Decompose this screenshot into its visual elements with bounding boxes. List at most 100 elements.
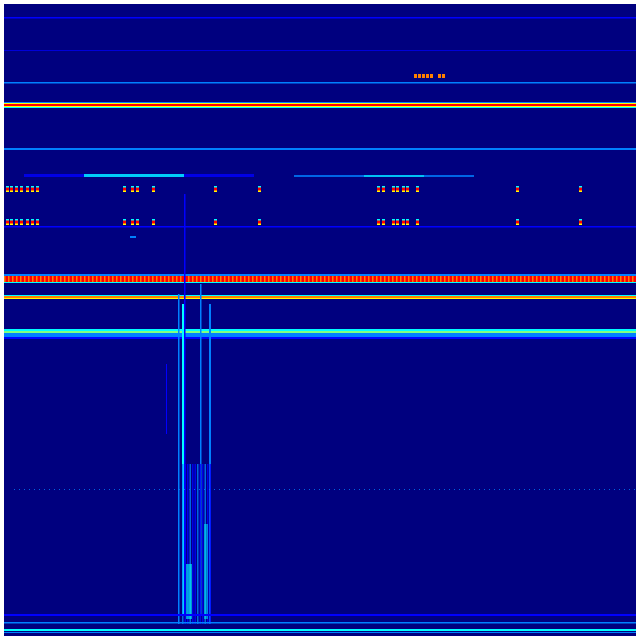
burst-mark [26, 186, 29, 188]
vertical-streak [192, 464, 194, 624]
signal-band-texture [268, 276, 270, 282]
dotted-line [454, 489, 455, 490]
dotted-line [114, 489, 115, 490]
signal-band-texture [548, 276, 550, 282]
burst-mark [402, 186, 405, 188]
signal-band-texture [604, 276, 606, 282]
signal-line [4, 622, 636, 624]
burst-mark [131, 190, 134, 192]
burst-mark [20, 186, 23, 192]
burst-mark [392, 219, 395, 221]
burst-mark [579, 186, 582, 192]
dotted-line [604, 489, 605, 490]
signal-band-texture [432, 276, 434, 282]
burst-mark [26, 219, 29, 221]
signal-band-texture [420, 276, 422, 282]
dotted-line [364, 489, 365, 490]
burst-mark [136, 219, 139, 221]
signal-line [4, 614, 636, 616]
signal-band [4, 295, 636, 296]
burst-mark [258, 219, 261, 221]
dotted-line [59, 489, 60, 490]
signal-band-texture [284, 276, 286, 282]
dotted-line [369, 489, 370, 490]
burst-mark [422, 74, 425, 78]
dotted-line [549, 489, 550, 490]
signal-band-texture [64, 276, 66, 282]
signal-band-texture [492, 276, 494, 282]
signal-band-texture [20, 276, 22, 282]
signal-band-texture [288, 276, 290, 282]
burst-mark [258, 219, 261, 225]
burst-mark [131, 219, 134, 225]
burst-mark [392, 186, 395, 188]
burst-mark [406, 186, 409, 192]
dotted-line [274, 489, 275, 490]
dotted-line [384, 489, 385, 490]
signal-band-texture [68, 276, 70, 282]
dotted-line [424, 489, 425, 490]
signal-band-texture [128, 276, 130, 282]
dotted-line [34, 489, 35, 490]
dotted-line [509, 489, 510, 490]
burst-mark [377, 219, 380, 225]
dotted-line [589, 489, 590, 490]
burst-mark [214, 190, 217, 192]
signal-band [4, 107, 636, 108]
burst-mark [152, 219, 155, 225]
burst-mark [31, 219, 34, 221]
dotted-line [609, 489, 610, 490]
burst-mark [31, 223, 34, 225]
dotted-line [149, 489, 150, 490]
burst-mark [516, 219, 519, 221]
burst-mark [10, 190, 13, 192]
burst-mark [377, 190, 380, 192]
dotted-line [54, 489, 55, 490]
signal-band-texture [232, 276, 234, 282]
burst-mark [36, 190, 39, 192]
signal-band-texture [192, 276, 194, 282]
signal-band-texture [544, 276, 546, 282]
signal-band-texture [76, 276, 78, 282]
dotted-line [354, 489, 355, 490]
signal-band-texture [320, 276, 322, 282]
signal-band-texture [136, 276, 138, 282]
signal-smear [364, 175, 424, 177]
dotted-line [209, 489, 210, 490]
signal-band-texture [556, 276, 558, 282]
signal-band-texture [200, 276, 202, 282]
burst-mark [15, 186, 18, 192]
signal-band-texture [472, 276, 474, 282]
signal-band-texture [552, 276, 554, 282]
burst-mark [579, 219, 582, 221]
burst-mark [402, 219, 405, 225]
dotted-line [259, 489, 260, 490]
burst-mark [15, 223, 18, 225]
dotted-line [264, 489, 265, 490]
vertical-streak [184, 464, 186, 624]
burst-mark [392, 186, 395, 192]
signal-mark [130, 236, 136, 238]
vertical-streak [182, 304, 184, 614]
signal-band-texture [180, 276, 182, 282]
burst-mark [258, 186, 261, 192]
signal-band-texture [208, 276, 210, 282]
signal-band-texture [416, 276, 418, 282]
signal-band [4, 102, 636, 103]
dotted-line [284, 489, 285, 490]
signal-band-texture [444, 276, 446, 282]
signal-band-texture [456, 276, 458, 282]
signal-band-texture [580, 276, 582, 282]
dotted-line [344, 489, 345, 490]
dotted-line [279, 489, 280, 490]
dotted-line [564, 489, 565, 490]
dotted-line [574, 489, 575, 490]
signal-band-texture [632, 276, 634, 282]
signal-band-texture [368, 276, 370, 282]
signal-band-texture [264, 276, 266, 282]
vertical-streak [187, 464, 189, 624]
signal-band-texture [8, 276, 10, 282]
burst-mark [406, 219, 409, 221]
burst-mark [214, 186, 217, 192]
burst-mark [214, 219, 217, 221]
